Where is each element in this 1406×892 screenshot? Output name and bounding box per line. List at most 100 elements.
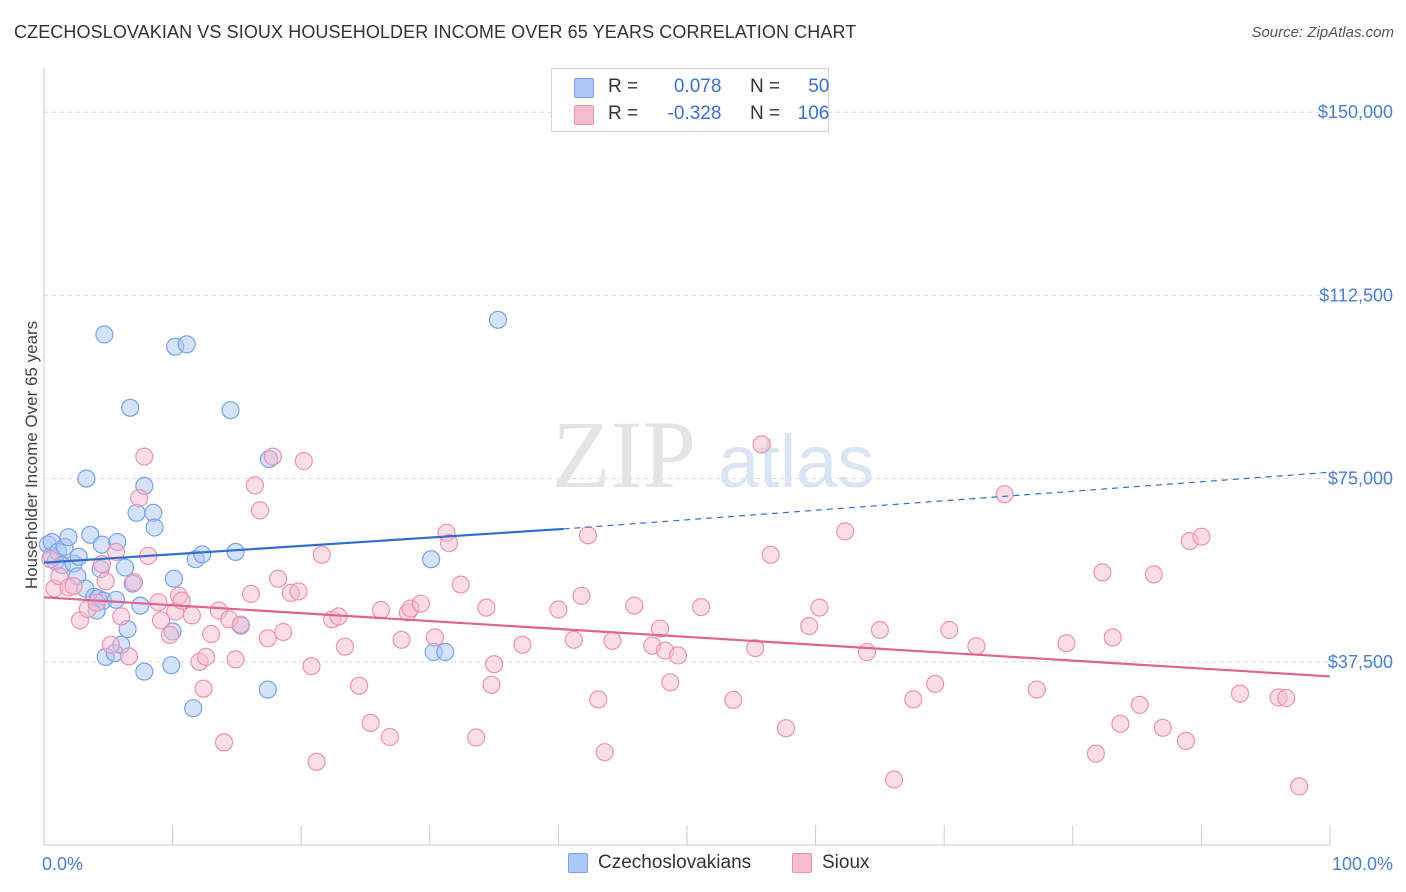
sioux-point-111	[1277, 688, 1296, 708]
sioux-point-98	[1057, 634, 1076, 653]
sioux-point-96	[995, 485, 1014, 504]
y-axis-label: Householder Income Over 65 years	[22, 321, 41, 589]
sioux-point-85	[776, 719, 796, 738]
axes	[43, 68, 1331, 846]
legend-n-label: N =	[749, 103, 781, 124]
czechoslovakian-trend-line	[43, 527, 564, 564]
sioux-point-30	[214, 733, 234, 752]
sioux-point-32	[226, 650, 245, 669]
czechoslovakian-point-30	[127, 503, 146, 522]
sioux-point-38	[263, 447, 282, 466]
sioux-point-34	[241, 584, 261, 604]
sioux-point-108	[1192, 527, 1211, 546]
sioux-point-69	[572, 586, 591, 605]
legend-n-value: 50	[808, 76, 830, 97]
watermark-atlas: atlas	[718, 420, 874, 503]
series-swatch-blue	[568, 853, 588, 873]
czechoslovakian-point-23	[106, 590, 126, 609]
sioux-point-88	[836, 522, 855, 541]
czechoslovakian-point-52	[488, 310, 508, 329]
sioux-point-37	[258, 629, 277, 648]
sioux-point-16	[135, 447, 154, 466]
sioux-point-53	[380, 727, 399, 747]
czechoslovakian-point-35	[145, 518, 164, 537]
sioux-point-51	[361, 713, 380, 733]
legend-swatch-pink	[574, 105, 594, 125]
sioux-point-78	[661, 673, 680, 692]
sioux-point-11	[106, 542, 126, 562]
sioux-point-89	[857, 642, 877, 662]
sioux-point-64	[482, 675, 501, 694]
czechoslovakian-point-12	[77, 469, 96, 488]
x-tick-label-start: 0.0%	[42, 854, 83, 874]
sioux-point-101	[1103, 628, 1122, 647]
czechoslovakian-point-31	[131, 596, 150, 615]
czechoslovakian-point-38	[164, 569, 183, 588]
watermark: ZIP atlas	[552, 401, 874, 508]
y-tick-label-2: $112,500	[1319, 285, 1393, 305]
series-label: Sioux	[822, 852, 870, 873]
czechoslovakian-point-28	[121, 398, 140, 417]
sioux-point-40	[274, 622, 293, 642]
sioux-point-76	[650, 619, 670, 638]
sioux-point-93	[926, 674, 945, 693]
legend-r-value: -0.328	[667, 103, 722, 124]
sioux-point-100	[1093, 563, 1112, 582]
sioux-point-94	[940, 620, 959, 640]
sioux-point-54	[392, 630, 411, 649]
legend-n-value: 106	[797, 103, 830, 124]
sioux-point-65	[485, 655, 504, 674]
sioux-point-0	[41, 550, 60, 569]
czechoslovakian-point-26	[115, 558, 135, 577]
czechoslovakian-point-36	[162, 656, 181, 675]
sioux-point-26	[194, 679, 213, 698]
sioux-point-67	[549, 600, 568, 619]
sioux-point-66	[513, 635, 532, 654]
sioux-point-81	[724, 690, 743, 710]
sioux-point-33	[231, 615, 250, 634]
sioux-point-12	[112, 607, 131, 626]
sioux-point-58	[425, 628, 444, 647]
x-tick-labels: 0.0% 100.0%	[42, 854, 1393, 874]
sioux-point-82	[746, 638, 765, 658]
legend-n-label: N =	[749, 76, 781, 97]
sioux-point-104	[1144, 565, 1163, 584]
sioux-point-50	[350, 676, 369, 695]
czechoslovakian-trend-extension	[563, 471, 1331, 530]
sioux-point-70	[578, 526, 598, 545]
x-tick-label-end: 100.0%	[1332, 854, 1393, 874]
sioux-point-90	[870, 620, 890, 640]
sioux-point-45	[307, 752, 326, 772]
legend-r-label: R =	[608, 103, 639, 124]
sioux-point-44	[302, 657, 321, 676]
correlation-legend: R = 0.078 N = 50 R = -0.328 N = 106	[551, 68, 829, 132]
sioux-point-19	[151, 611, 171, 630]
sioux-point-52	[371, 600, 390, 620]
sioux-point-7	[87, 593, 106, 612]
czechoslovakian-point-51	[436, 642, 455, 662]
sioux-point-20	[160, 625, 180, 645]
sioux-point-46	[312, 545, 331, 564]
chart-source: Source: ZipAtlas.com	[1251, 24, 1394, 41]
sioux-point-18	[149, 593, 168, 612]
sioux-point-14	[124, 573, 144, 592]
sioux-point-61	[451, 575, 470, 594]
czechoslovakian-point-40	[177, 335, 196, 354]
legend-swatch-blue	[574, 78, 594, 98]
sioux-point-112	[1289, 777, 1309, 796]
sioux-point-42	[289, 582, 308, 601]
sioux-point-91	[884, 770, 904, 789]
czechoslovakian-point-41	[184, 699, 203, 718]
series-swatch-pink	[792, 853, 812, 873]
sioux-point-43	[294, 451, 313, 471]
sioux-point-97	[1027, 680, 1046, 699]
czechoslovakian-point-10	[69, 547, 88, 566]
czechoslovakian-point-47	[258, 680, 277, 699]
sioux-point-60	[440, 533, 459, 553]
sioux-point-36	[250, 501, 270, 520]
sioux-point-27	[196, 647, 216, 667]
sioux-point-80	[691, 597, 711, 617]
czechoslovakian-point-43	[193, 545, 212, 564]
sioux-point-24	[182, 606, 201, 625]
